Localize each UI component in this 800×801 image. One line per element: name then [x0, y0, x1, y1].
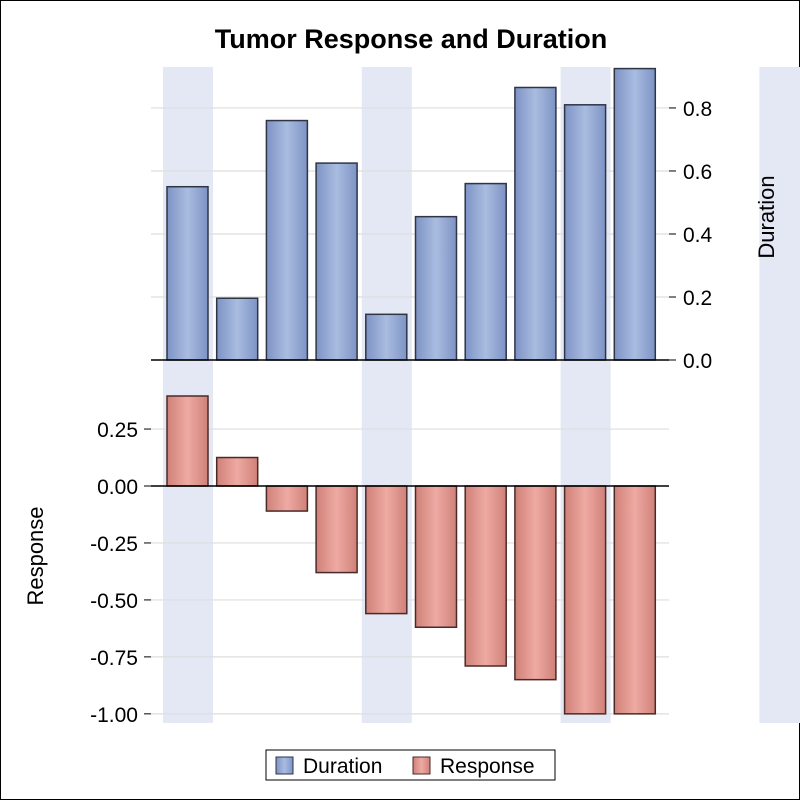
- duration-tick-label-1: 0.2: [683, 287, 712, 310]
- response-bar-2: [215, 456, 259, 487]
- response-tick-label-5: -1.00: [90, 704, 138, 727]
- legend: Duration Response: [265, 749, 556, 781]
- response-tick-label-4: -0.75: [90, 647, 138, 670]
- legend-swatch-duration: [275, 756, 294, 775]
- duration-bar-4: [315, 162, 358, 361]
- response-tick-label-0: 0.25: [97, 419, 138, 442]
- band-2: [361, 67, 412, 723]
- legend-swatch-response: [412, 756, 431, 775]
- duration-bar-8: [514, 86, 557, 361]
- duration-bar-1: [166, 185, 209, 361]
- band-6: [759, 67, 800, 723]
- legend-label-duration: Duration: [303, 755, 382, 778]
- duration-bar-6: [414, 215, 458, 361]
- duration-bar-3: [265, 119, 309, 361]
- response-bar-8: [514, 485, 557, 681]
- response-bar-1: [166, 395, 209, 487]
- duration-tick-label-3: 0.6: [683, 161, 712, 184]
- response-bar-5: [365, 485, 408, 615]
- duration-axis-label: Duration: [754, 175, 779, 258]
- duration-bar-2: [215, 297, 259, 361]
- response-bar-4: [315, 485, 358, 574]
- duration-bar-5: [365, 313, 408, 361]
- response-tick-label-2: -0.25: [90, 533, 138, 556]
- axes: 0.0 0.2 0.4 0.6 0.8 0.25 0.00 -0.25 -0.50 -0.75 -1…: [90, 98, 712, 727]
- chart-title: Tumor Response and Duration: [215, 24, 608, 54]
- duration-tick-label-4: 0.8: [683, 98, 712, 121]
- duration-tick-label-2: 0.4: [683, 224, 713, 247]
- response-tick-label-3: -0.50: [90, 590, 138, 613]
- alternating-bands: [163, 67, 800, 723]
- response-tick-label-1: 0.00: [97, 476, 138, 499]
- response-bar-9: [563, 485, 607, 715]
- duration-bar-7: [464, 182, 507, 361]
- legend-label-response: Response: [440, 755, 535, 778]
- response-bar-10: [613, 485, 657, 715]
- legend-border: [265, 749, 556, 781]
- duration-bar-10: [613, 67, 657, 361]
- band-0: [163, 67, 213, 723]
- response-bar-7: [464, 485, 507, 667]
- response-bar-3: [265, 485, 309, 512]
- duration-tick-label-0: 0.0: [683, 350, 712, 373]
- bars: [166, 67, 657, 715]
- response-axis-label: Response: [23, 506, 48, 605]
- duration-bar-9: [563, 104, 607, 361]
- response-bar-6: [414, 485, 458, 629]
